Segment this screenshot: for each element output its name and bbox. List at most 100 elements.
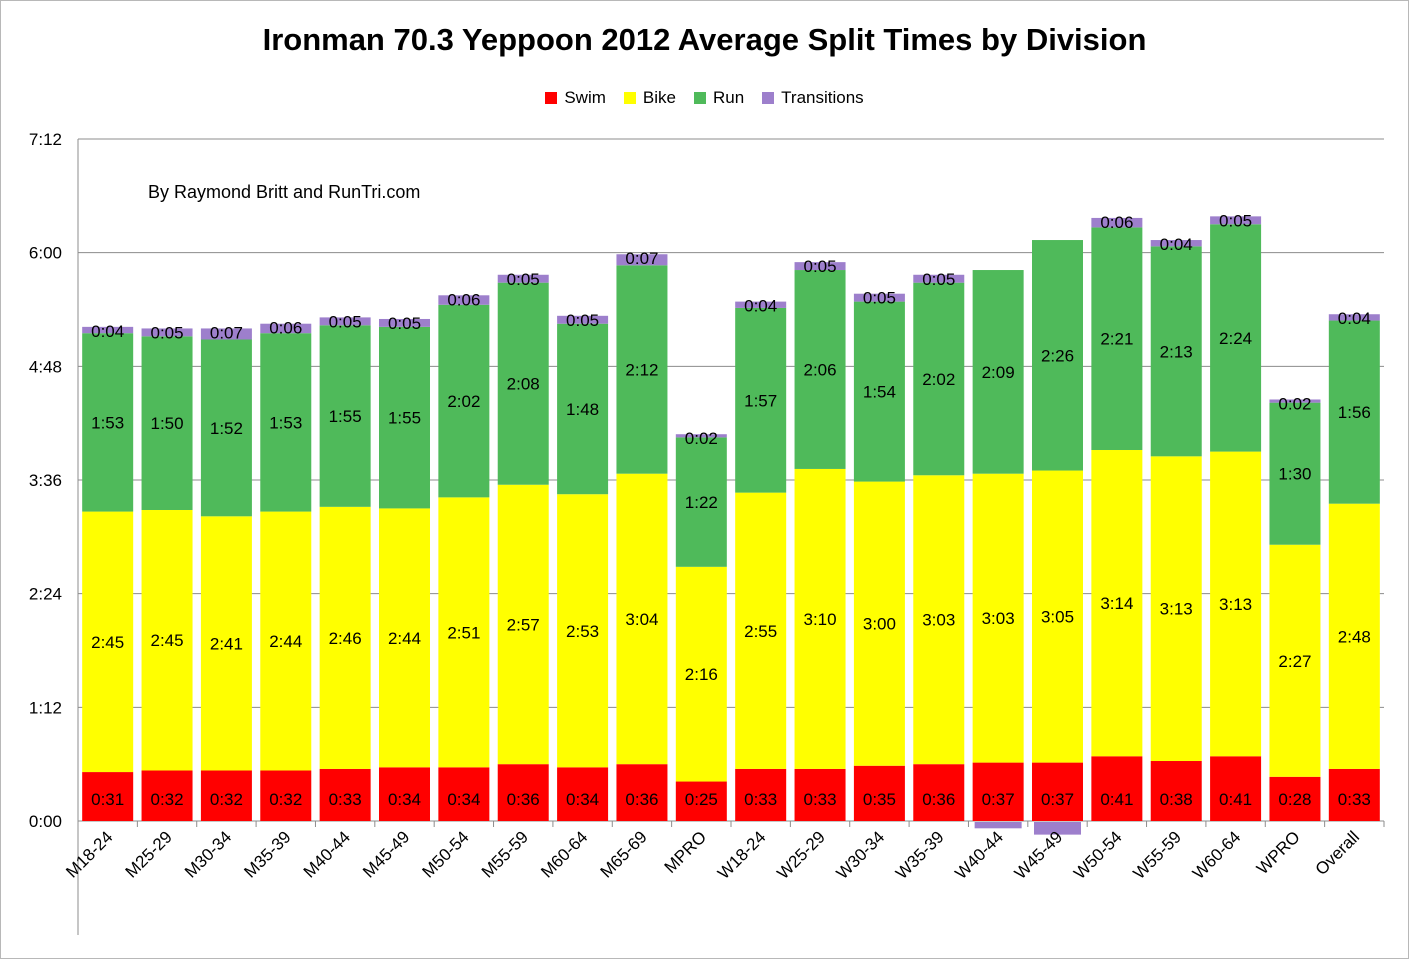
bar-segment-run: [557, 323, 609, 495]
bar-segment-swim: [735, 768, 787, 821]
data-label: 0:41: [1100, 790, 1133, 809]
credit-annotation: By Raymond Britt and RunTri.com: [148, 182, 420, 202]
data-label: 2:08: [507, 375, 540, 394]
bar-segment-swim: [557, 767, 609, 821]
data-label: 3:05: [1041, 608, 1074, 627]
category-label: M18-24: [62, 827, 116, 881]
data-label: 2:09: [982, 363, 1015, 382]
bar-segment-transitions: [1150, 240, 1202, 247]
bar-segment-swim: [438, 767, 490, 821]
bar-segment-run: [82, 333, 134, 512]
data-label: 2:02: [447, 392, 480, 411]
bar-segment-bike: [260, 511, 312, 771]
category-label: M25-29: [122, 827, 176, 881]
data-label: 0:05: [507, 270, 540, 289]
data-label: 1:53: [269, 413, 302, 432]
data-label: 0:05: [922, 270, 955, 289]
data-label: 0:05: [150, 323, 183, 342]
bar-segment-transitions: [200, 328, 252, 340]
category-label: M30-34: [181, 827, 235, 881]
category-label: MPRO: [661, 827, 710, 876]
bar-segment-swim: [1210, 756, 1262, 821]
bar-segment-swim: [972, 762, 1024, 821]
data-label: 0:38: [1160, 790, 1193, 809]
data-label: 2:51: [447, 623, 480, 642]
bar-segment-bike: [1091, 450, 1143, 757]
data-label: 3:03: [922, 611, 955, 630]
category-label: W18-24: [714, 827, 770, 883]
bar-segment-run: [675, 437, 727, 567]
legend-label: Swim: [564, 88, 606, 107]
data-label: 0:37: [982, 790, 1015, 809]
data-label: 0:33: [803, 790, 836, 809]
data-label: 0:07: [625, 249, 658, 268]
y-tick-label: 1:12: [29, 698, 62, 717]
bar-segment-bike: [1150, 456, 1202, 762]
y-tick-label: 2:24: [29, 585, 62, 604]
bar-segment-transitions: [735, 301, 787, 308]
data-label: 1:48: [566, 400, 599, 419]
bar-segment-swim: [616, 764, 668, 821]
data-label: 2:02: [922, 370, 955, 389]
category-label: M45-49: [359, 827, 413, 881]
data-label: 1:55: [329, 407, 362, 426]
legend-item-transitions: Transitions: [762, 88, 864, 108]
bar-segment-run: [972, 270, 1024, 474]
bar-segment-transitions: [1210, 216, 1262, 225]
data-label: 0:05: [329, 312, 362, 331]
bar-segment-swim: [319, 768, 371, 821]
bar-segment-run: [1091, 227, 1143, 451]
bar-segment-bike: [1269, 544, 1321, 777]
bar-segment-bike: [1328, 503, 1380, 769]
data-label: 0:02: [1278, 394, 1311, 413]
data-label: 0:05: [863, 289, 896, 308]
bar-segment-bike: [438, 497, 490, 768]
data-label: 0:04: [1160, 235, 1193, 254]
bar-segment-transitions: [260, 323, 312, 334]
bar-segment-bike: [735, 492, 787, 769]
bar-segment-bike: [1210, 451, 1262, 757]
data-label: 2:16: [685, 665, 718, 684]
bar-segment-transitions: [1269, 399, 1321, 403]
data-label: 0:06: [269, 319, 302, 338]
bar-segment-transitions: [557, 315, 609, 324]
bar-segment-transitions: [82, 326, 134, 334]
bar-segment-run: [1032, 240, 1083, 471]
data-label: 0:05: [803, 257, 836, 276]
data-label: 0:04: [91, 322, 124, 341]
data-label: 2:57: [507, 615, 540, 634]
data-label: 2:55: [744, 622, 777, 641]
category-label: WPRO: [1253, 827, 1304, 878]
legend-item-bike: Bike: [623, 88, 676, 108]
data-label: 0:07: [210, 323, 243, 342]
bar-segment-bike: [82, 511, 134, 773]
bar-segment-run: [1210, 224, 1262, 452]
data-label: 1:55: [388, 409, 421, 428]
bar-segment-bike: [675, 566, 727, 782]
bar-segment-transitions: [853, 293, 905, 302]
bar-segment-run: [794, 270, 846, 469]
data-label: 0:05: [388, 314, 421, 333]
data-label: 2:44: [269, 632, 302, 651]
data-label: 0:05: [1219, 211, 1252, 230]
data-label: 1:57: [744, 391, 777, 410]
data-label: 0:06: [1100, 213, 1133, 232]
bar-segment-transitions: [1328, 314, 1380, 321]
data-label: 0:34: [566, 790, 599, 809]
data-label: 0:33: [1338, 790, 1371, 809]
bar-segment-transitions: [379, 318, 430, 327]
category-label: M65-69: [597, 827, 651, 881]
legend-swatch: [762, 92, 775, 104]
legend-item-run: Run: [693, 88, 745, 108]
chart-title: Ironman 70.3 Yeppoon 2012 Average Split …: [262, 22, 1147, 57]
legend-item-swim: Swim: [545, 88, 606, 108]
data-label: 0:25: [685, 790, 718, 809]
legend-label: Run: [712, 88, 745, 107]
data-label: 0:02: [685, 429, 718, 448]
data-label: 0:32: [269, 790, 302, 809]
data-label: 2:41: [210, 634, 243, 653]
data-label: 0:36: [625, 790, 658, 809]
data-label: 1:53: [91, 413, 124, 432]
bar-segment-transitions: [675, 434, 727, 438]
data-label: 2:13: [1160, 342, 1193, 361]
